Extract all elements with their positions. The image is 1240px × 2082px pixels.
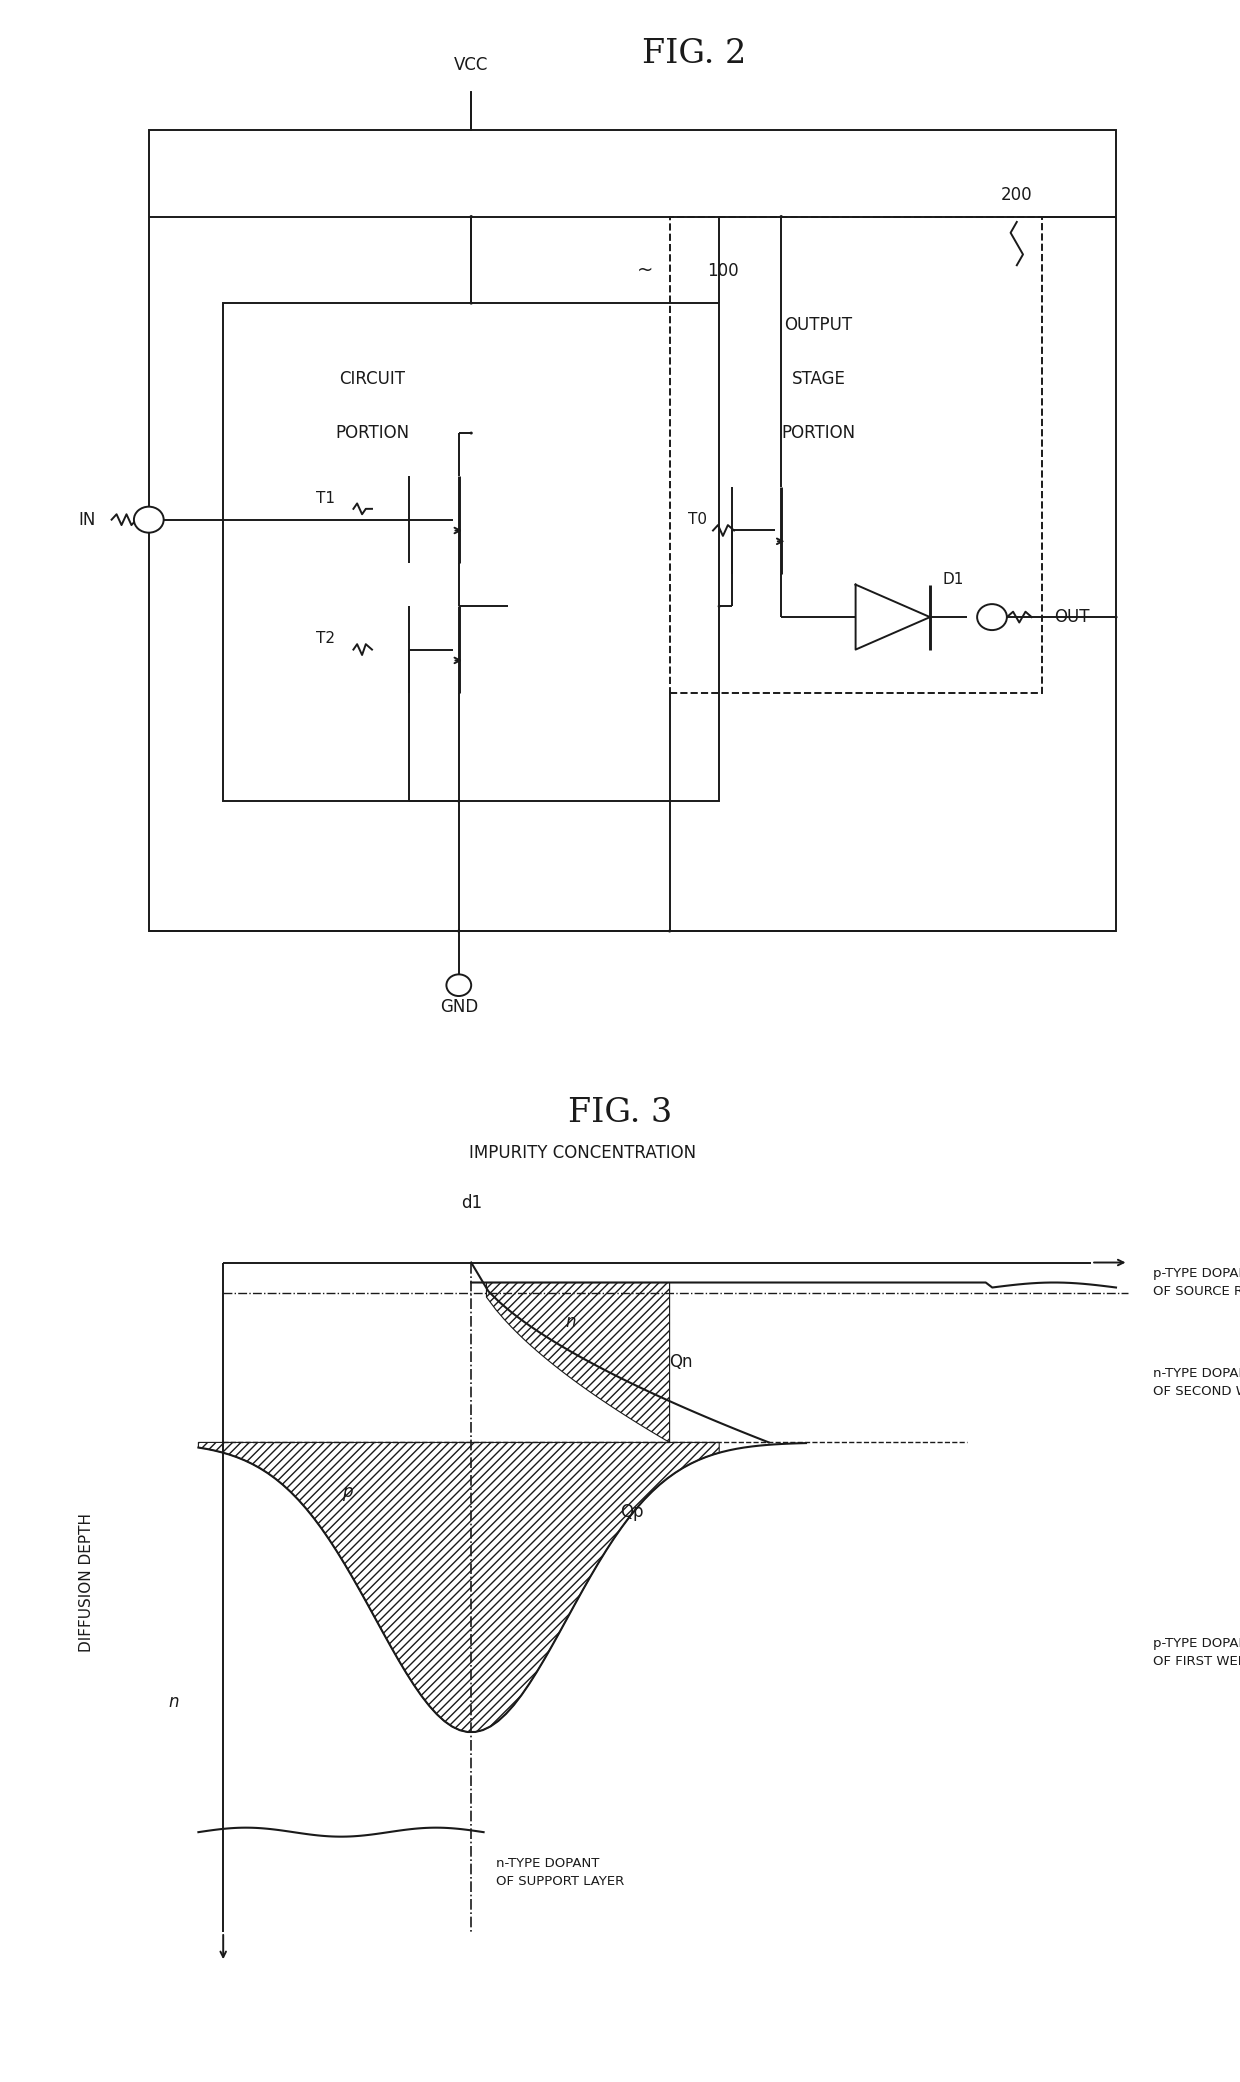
Text: T1: T1: [316, 491, 335, 506]
Text: PORTION: PORTION: [335, 425, 409, 441]
Circle shape: [446, 974, 471, 995]
Text: PORTION: PORTION: [781, 425, 856, 441]
Text: p-TYPE DOPANT
OF SOURCE REGION: p-TYPE DOPANT OF SOURCE REGION: [1153, 1268, 1240, 1297]
Text: GND: GND: [440, 997, 477, 1016]
Text: FIG. 3: FIG. 3: [568, 1097, 672, 1128]
Text: VCC: VCC: [454, 56, 489, 75]
Text: STAGE: STAGE: [791, 371, 846, 387]
Text: OUTPUT: OUTPUT: [785, 316, 852, 333]
Text: Qp: Qp: [620, 1503, 644, 1522]
Text: ~: ~: [636, 260, 653, 281]
Text: 100: 100: [707, 262, 739, 279]
Text: FIG. 2: FIG. 2: [642, 37, 746, 71]
Text: CIRCUIT: CIRCUIT: [339, 371, 405, 387]
Text: 200: 200: [1001, 185, 1033, 204]
Polygon shape: [486, 1283, 670, 1443]
Text: p-TYPE DOPANT
OF FIRST WELL REGION: p-TYPE DOPANT OF FIRST WELL REGION: [1153, 1636, 1240, 1668]
Text: n: n: [565, 1314, 575, 1332]
Polygon shape: [198, 1443, 719, 1732]
Text: T0: T0: [688, 512, 707, 527]
Bar: [149, 129, 1116, 931]
Text: OUT: OUT: [1054, 608, 1090, 627]
Text: n-TYPE DOPANT
OF SUPPORT LAYER: n-TYPE DOPANT OF SUPPORT LAYER: [496, 1857, 624, 1888]
Text: n: n: [169, 1693, 179, 1711]
Text: p: p: [342, 1482, 352, 1501]
Bar: [670, 217, 1042, 693]
Text: d1: d1: [460, 1193, 482, 1212]
Circle shape: [977, 604, 1007, 631]
Circle shape: [134, 506, 164, 533]
Text: n-TYPE DOPANT
OF SECOND WELL REGION: n-TYPE DOPANT OF SECOND WELL REGION: [1153, 1368, 1240, 1397]
Text: DIFFUSION DEPTH: DIFFUSION DEPTH: [79, 1514, 94, 1651]
Text: IN: IN: [78, 510, 95, 529]
Text: Qn: Qn: [670, 1353, 693, 1372]
Text: T2: T2: [316, 631, 335, 645]
Bar: [223, 304, 719, 802]
Text: D1: D1: [942, 573, 963, 587]
Text: IMPURITY CONCENTRATION: IMPURITY CONCENTRATION: [469, 1143, 697, 1162]
